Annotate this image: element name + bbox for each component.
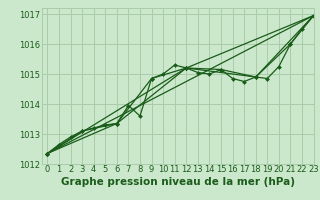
X-axis label: Graphe pression niveau de la mer (hPa): Graphe pression niveau de la mer (hPa) [60, 177, 295, 187]
